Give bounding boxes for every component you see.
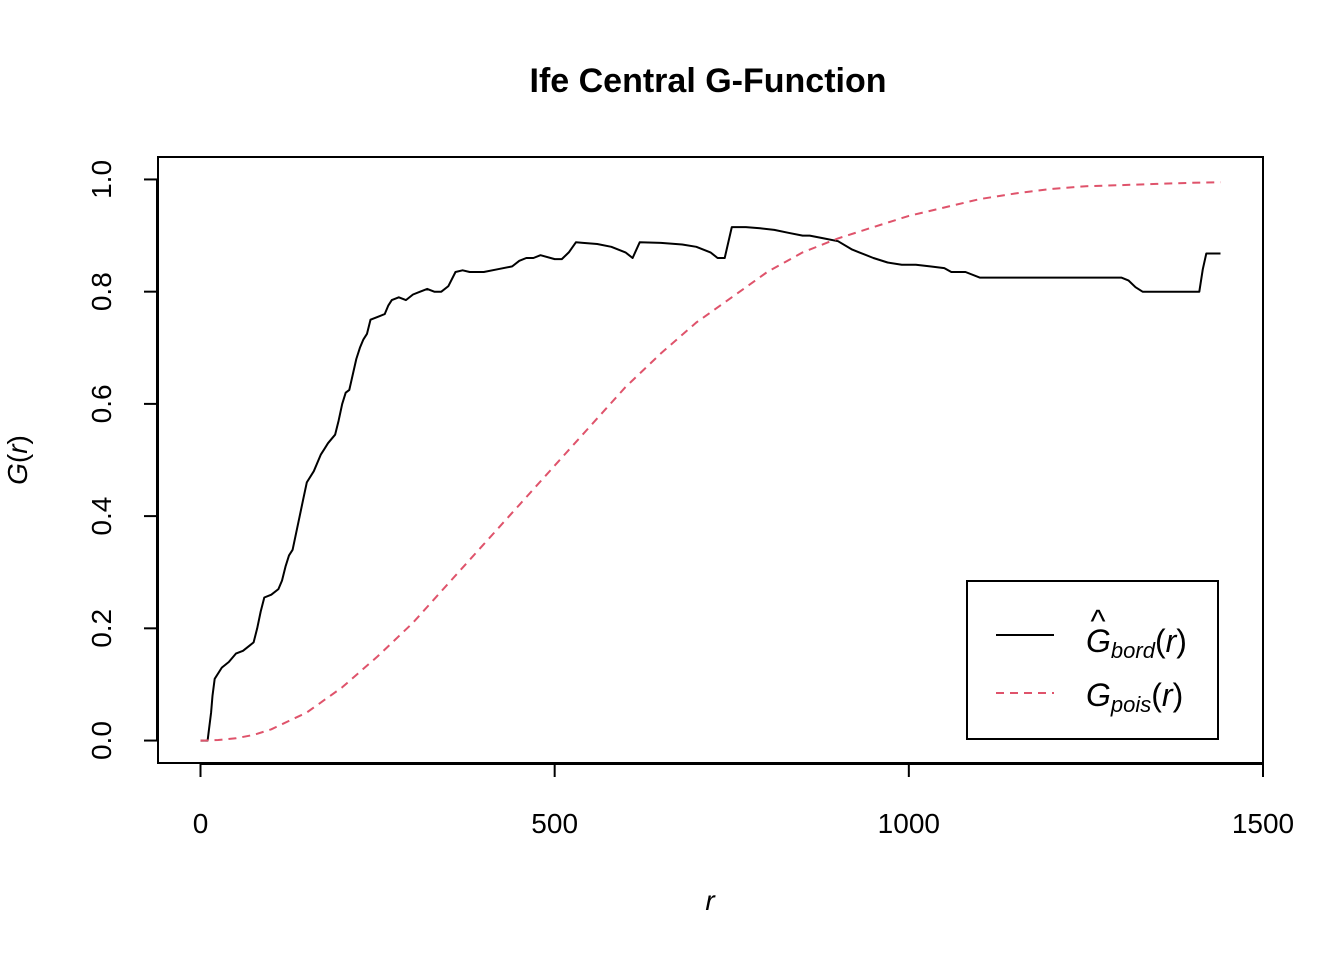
series-line-g-pois [200, 181, 1221, 742]
legend: ^ Gbord(r) Gpois(r) [966, 580, 1219, 740]
y-axis-label-main: G [2, 463, 33, 485]
x-tick-label: 1000 [878, 808, 940, 839]
legend-box [966, 580, 1219, 740]
y-tick-label: 0.2 [86, 609, 117, 648]
y-tick-label: 1.0 [86, 160, 117, 199]
chart-title: Ife Central G-Function [530, 62, 887, 100]
x-axis: 0 500 1000 1500 [193, 763, 1294, 839]
y-tick-label: 0.4 [86, 497, 117, 536]
y-axis-label: G(r) [2, 435, 33, 485]
legend-hat-g-bord: ^ [1090, 603, 1105, 639]
y-axis-label-arg: r [2, 443, 33, 454]
y-axis: 0.0 0.2 0.4 0.6 0.8 1.0 [86, 160, 158, 760]
x-axis-label: r [705, 885, 716, 916]
y-tick-label: 0.6 [86, 384, 117, 423]
series-layer [200, 181, 1221, 742]
legend-label-g-pois: Gpois(r) [1086, 677, 1183, 717]
x-tick-label: 0 [193, 808, 209, 839]
x-tick-label: 500 [531, 808, 578, 839]
y-tick-label: 0.8 [86, 272, 117, 311]
legend-label-g-bord: Gbord(r) [1086, 623, 1187, 663]
x-tick-label: 1500 [1232, 808, 1294, 839]
y-tick-label: 0.0 [86, 721, 117, 760]
series-line-g-bord [200, 226, 1221, 742]
